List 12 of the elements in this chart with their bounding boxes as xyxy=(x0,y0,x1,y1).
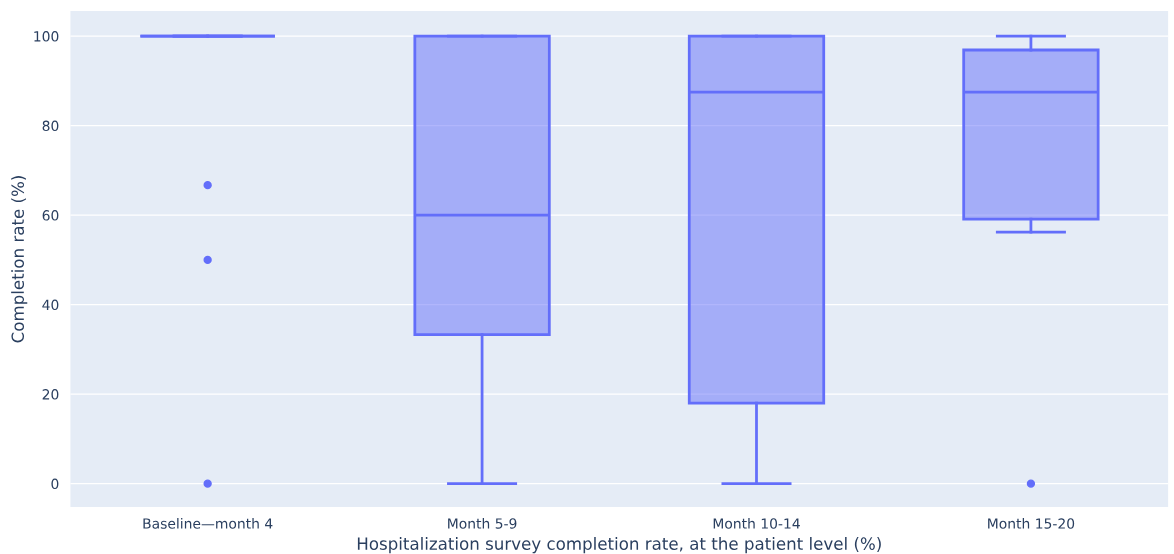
x-axis-title: Hospitalization survey completion rate, at the patient level (%) xyxy=(357,537,881,554)
y-tick-label: 60 xyxy=(42,210,59,221)
y-tick-label: 100 xyxy=(34,31,59,42)
x-tick-label: Baseline—month 4 xyxy=(143,518,273,529)
y-tick-label: 0 xyxy=(51,478,59,490)
y-tick-label: 80 xyxy=(42,120,59,132)
x-tick-label: Month 5-9 xyxy=(448,518,517,529)
y-tick-label: 40 xyxy=(42,299,59,311)
x-tick-label: Month 15-20 xyxy=(988,518,1075,529)
y-tick-label: 20 xyxy=(42,389,59,400)
x-tick-label: Month 10-14 xyxy=(713,518,800,529)
y-axis-title: Completion rate (%) xyxy=(11,176,28,343)
